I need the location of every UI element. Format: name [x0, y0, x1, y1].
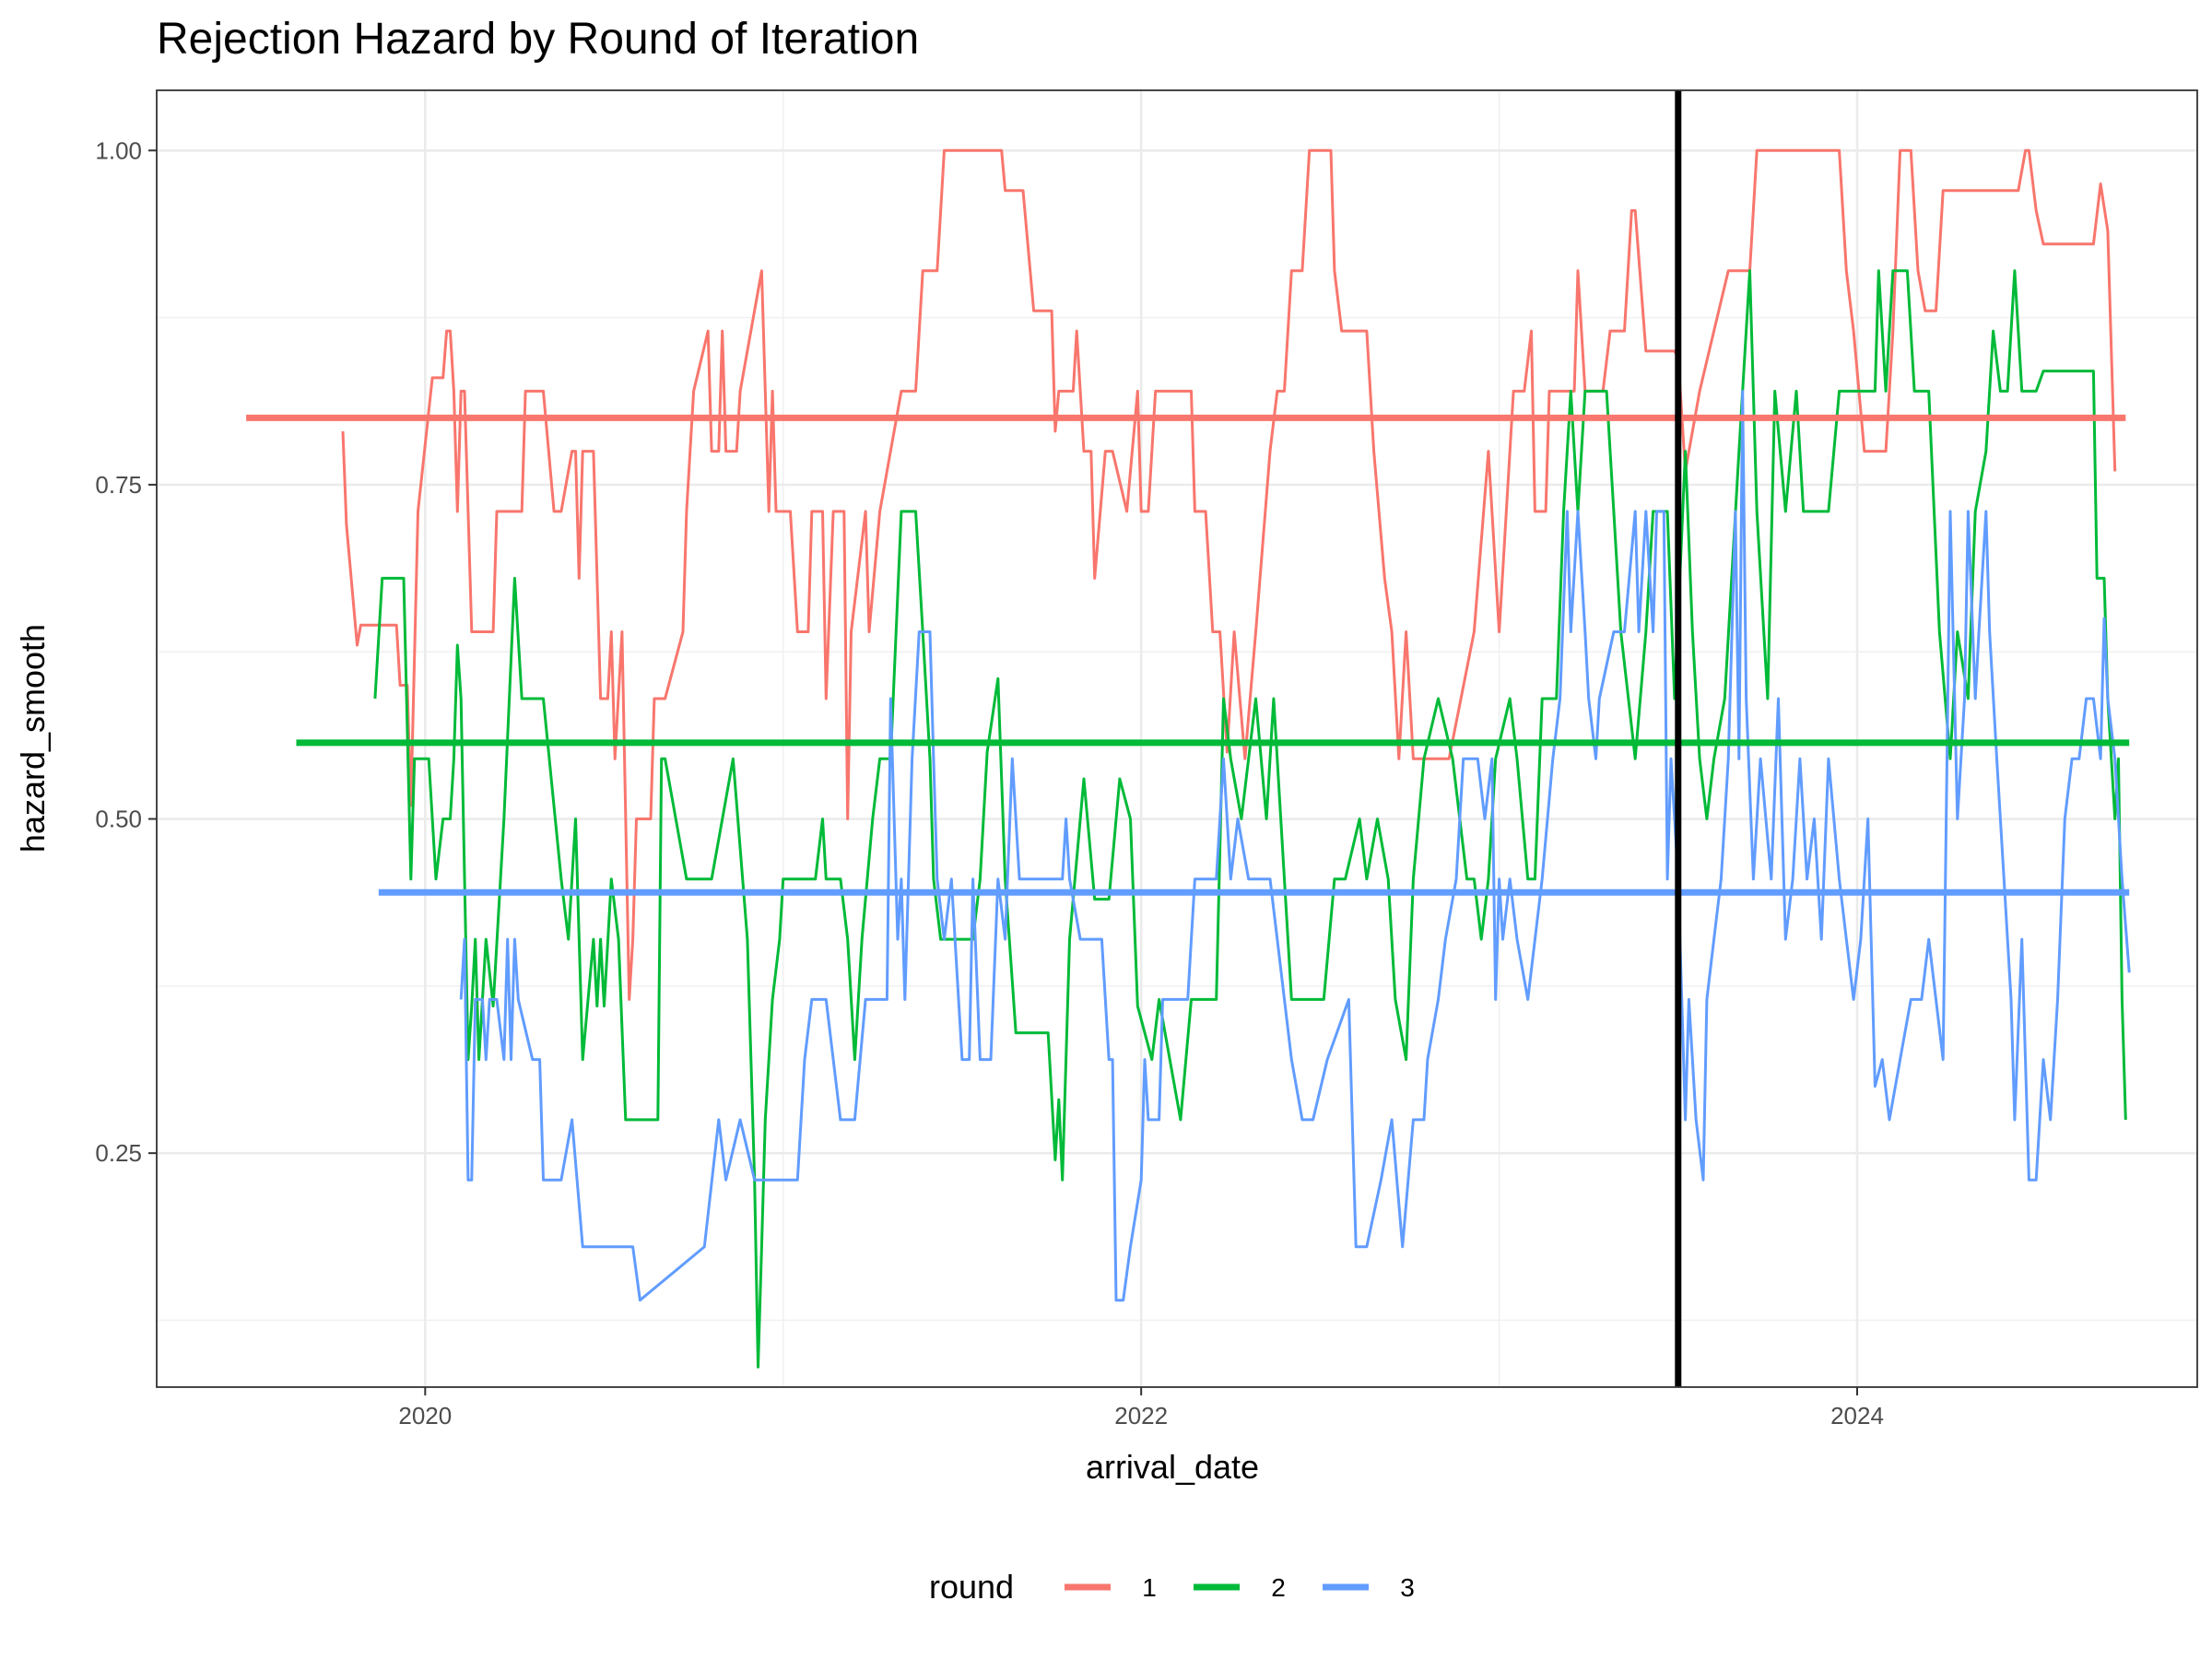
plot-border [156, 89, 2198, 1388]
series-lines [341, 148, 2131, 1369]
y-tick-label: 0.75 [95, 471, 142, 499]
plot-area [156, 89, 2198, 1388]
chart-title: Rejection Hazard by Round of Iteration [157, 15, 919, 64]
legend-label-3: 3 [1400, 1573, 1415, 1602]
legend-title: round [929, 1568, 1014, 1606]
x-axis: 2020 2022 2024 [398, 1387, 1884, 1430]
series-2-line [373, 269, 2127, 1369]
legend-label-2: 2 [1271, 1573, 1286, 1602]
y-tick-label: 0.25 [95, 1139, 142, 1167]
legend-items: 1 2 3 [1065, 1573, 1415, 1602]
y-tick-label: 0.50 [95, 806, 142, 833]
y-axis: 0.25 0.50 0.75 1.00 [95, 136, 157, 1167]
x-tick-label: 2024 [1830, 1402, 1884, 1430]
y-axis-title: hazard_smooth [14, 624, 52, 853]
x-tick-label: 2022 [1114, 1402, 1168, 1430]
series-3-line [459, 389, 2131, 1302]
legend-label-1: 1 [1142, 1573, 1157, 1602]
x-axis-title: arrival_date [1086, 1448, 1259, 1486]
x-tick-label: 2020 [398, 1402, 452, 1430]
mean-lines [246, 414, 2130, 896]
legend: round 1 2 3 [929, 1568, 1415, 1606]
series-1-line [341, 148, 2117, 1001]
y-tick-label: 1.00 [95, 136, 142, 164]
